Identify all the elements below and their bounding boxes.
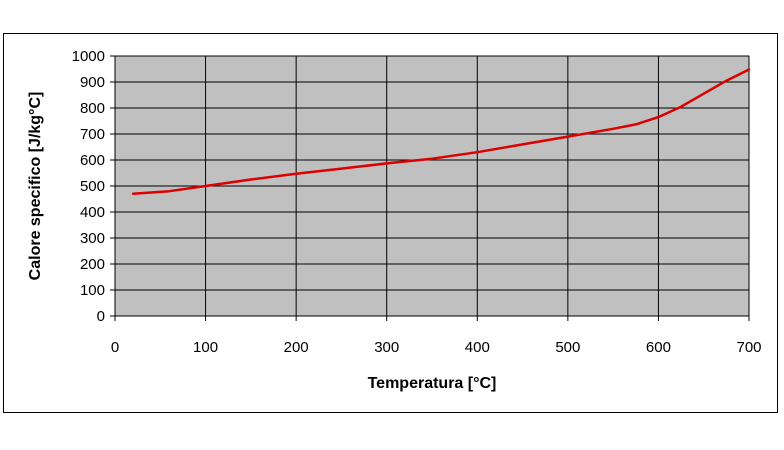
y-tick-label: 600 bbox=[80, 152, 105, 169]
x-tick-label: 600 bbox=[646, 339, 671, 356]
x-tick-label: 400 bbox=[465, 339, 490, 356]
y-tick-label: 400 bbox=[80, 204, 105, 221]
x-tick-label: 700 bbox=[736, 339, 761, 356]
x-tick-label: 500 bbox=[555, 339, 580, 356]
y-tick-label: 300 bbox=[80, 230, 105, 247]
x-axis-tick-labels: 0 100 200 300 400 500 600 700 bbox=[111, 339, 762, 356]
y-tick-label: 100 bbox=[80, 282, 105, 299]
y-tick-label: 200 bbox=[80, 256, 105, 273]
y-tick-label: 700 bbox=[80, 126, 105, 143]
x-tick-label: 200 bbox=[284, 339, 309, 356]
x-tick-label: 0 bbox=[111, 339, 119, 356]
y-tick-label: 0 bbox=[97, 308, 105, 325]
x-tick-label: 300 bbox=[374, 339, 399, 356]
y-axis-title: Calore specifico [J/kg°C] bbox=[27, 92, 44, 281]
y-tick-label: 800 bbox=[80, 100, 105, 117]
x-axis-title: Temperatura [°C] bbox=[368, 375, 497, 392]
x-tick-label: 100 bbox=[193, 339, 218, 356]
series-line-1 bbox=[131, 68, 751, 196]
series-lines bbox=[131, 68, 751, 196]
y-axis-tick-labels: 0 100 200 300 400 500 600 700 800 900 1000 bbox=[72, 48, 105, 325]
y-tick-label: 500 bbox=[80, 178, 105, 195]
y-tick-label: 1000 bbox=[72, 48, 105, 65]
y-tick-label: 900 bbox=[80, 74, 105, 91]
gridlines bbox=[110, 55, 750, 321]
